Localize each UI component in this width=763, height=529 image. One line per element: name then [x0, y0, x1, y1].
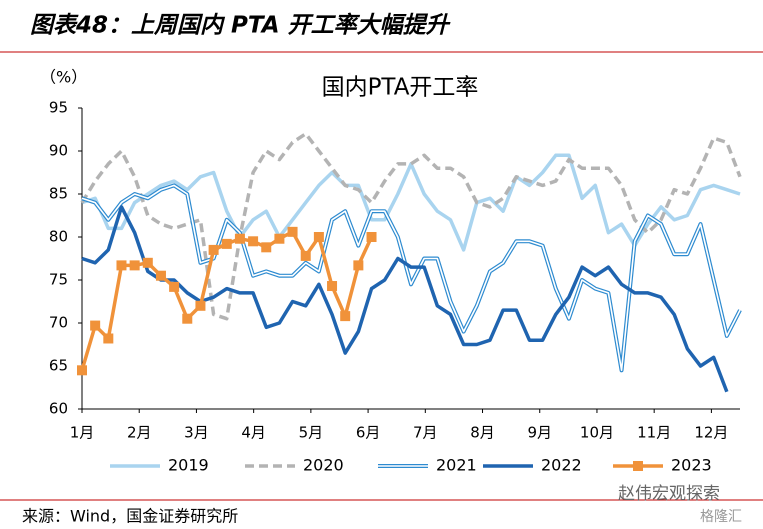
- legend-label: 2021: [436, 456, 477, 475]
- x-tick-label: 6月: [356, 424, 381, 442]
- x-tick-label: 5月: [299, 424, 324, 442]
- y-tick-label: 60: [49, 400, 68, 418]
- series-marker: [248, 236, 259, 247]
- x-tick-label: 9月: [527, 424, 552, 442]
- series-marker: [327, 281, 338, 292]
- x-tick-label: 3月: [184, 424, 209, 442]
- series-marker: [208, 244, 219, 255]
- series-marker: [261, 242, 272, 253]
- legend-label: 2019: [168, 456, 209, 475]
- series-marker: [300, 250, 311, 261]
- legend-marker: [633, 461, 643, 471]
- y-axis-label: （%）: [40, 68, 87, 87]
- legend-label: 2023: [671, 456, 712, 475]
- series-marker: [155, 270, 166, 281]
- series-line-inner: [81, 184, 741, 372]
- y-tick-label: 95: [49, 99, 68, 117]
- series-marker: [287, 226, 298, 237]
- x-tick-label: 10月: [580, 424, 614, 442]
- series-marker: [169, 281, 180, 292]
- x-tick-label: 7月: [413, 424, 438, 442]
- x-tick-label: 2月: [127, 424, 152, 442]
- x-tick-label: 8月: [470, 424, 495, 442]
- series-marker: [221, 238, 232, 249]
- y-tick-label: 75: [49, 271, 68, 289]
- legend-label: 2020: [303, 456, 344, 475]
- series-marker: [353, 260, 364, 271]
- series-marker: [340, 311, 351, 322]
- series-marker: [234, 233, 245, 244]
- series-marker: [313, 232, 324, 242]
- series-marker: [103, 333, 114, 344]
- series-marker: [116, 260, 127, 271]
- series-marker: [77, 365, 87, 376]
- y-tick-label: 80: [49, 228, 68, 246]
- y-tick-label: 65: [49, 357, 68, 375]
- series-line: [81, 153, 741, 252]
- series-marker: [366, 232, 377, 242]
- series-line: [81, 183, 742, 373]
- y-tick-label: 70: [49, 314, 68, 332]
- watermark-logo: 格隆汇: [700, 509, 742, 525]
- legend-label: 2022: [541, 456, 582, 475]
- series-line: [81, 205, 729, 393]
- watermark: 赵伟宏观探索: [618, 484, 720, 504]
- y-tick-label: 90: [49, 142, 68, 160]
- series-marker: [195, 300, 206, 311]
- chart-title: 国内PTA开工率: [322, 75, 479, 101]
- source: 来源：Wind，国金证券研究所: [22, 507, 238, 526]
- series-marker: [142, 257, 153, 268]
- series-marker: [274, 233, 285, 244]
- x-tick-label: 1月: [70, 424, 95, 442]
- series-marker: [129, 260, 140, 271]
- x-tick-label: 11月: [637, 424, 671, 442]
- header-title: 图表48：上周国内 PTA 开工率大幅提升: [30, 13, 451, 39]
- series-marker: [182, 313, 193, 324]
- y-tick-label: 85: [49, 185, 68, 203]
- x-tick-label: 12月: [694, 424, 728, 442]
- x-tick-label: 4月: [241, 424, 266, 442]
- series-marker: [90, 320, 101, 331]
